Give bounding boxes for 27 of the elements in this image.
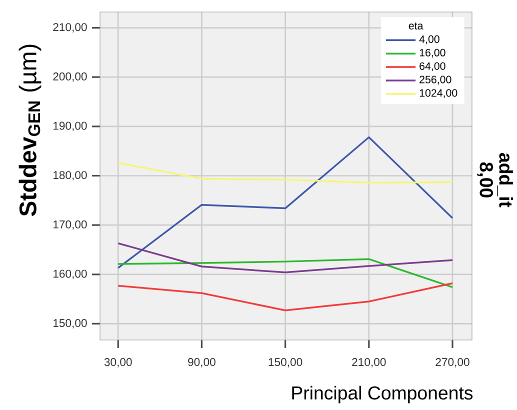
text: Stddev$_{GEN}$ (µm) xyxy=(18,44,42,216)
y-tick-label: 150,00 xyxy=(53,319,87,328)
legend-label: 256,00 xyxy=(420,76,452,85)
text: add_it xyxy=(497,153,513,208)
y-tick-label: 190,00 xyxy=(53,122,87,132)
x-tick-label: 210,00 xyxy=(352,358,386,368)
x-tick-label: 150,00 xyxy=(268,358,302,368)
x-tick-label: 30,00 xyxy=(104,358,132,368)
legend-label: 4,00 xyxy=(419,35,440,44)
legend-label: 64,00 xyxy=(420,62,446,72)
line-series xyxy=(117,242,454,274)
x-axis-title: Principal Components xyxy=(292,386,473,404)
line-series xyxy=(117,282,454,312)
y-tick-label: 170,00 xyxy=(53,220,87,230)
legend-title: eta xyxy=(408,22,424,30)
line-series xyxy=(117,258,454,288)
line-series xyxy=(117,162,454,184)
y-tick-label: 210,00 xyxy=(53,23,87,32)
legend-label: 1024,00 xyxy=(420,89,458,98)
x-tick-label: 90,00 xyxy=(188,358,216,368)
y-tick-label: 200,00 xyxy=(53,72,87,82)
legend-label: 16,00 xyxy=(420,48,446,58)
text: 8,00 xyxy=(477,162,493,198)
y-tick-label: 160,00 xyxy=(53,270,87,280)
y-tick-label: 180,00 xyxy=(53,171,87,180)
line-series xyxy=(117,136,454,269)
x-tick-label: 270,00 xyxy=(436,358,470,368)
